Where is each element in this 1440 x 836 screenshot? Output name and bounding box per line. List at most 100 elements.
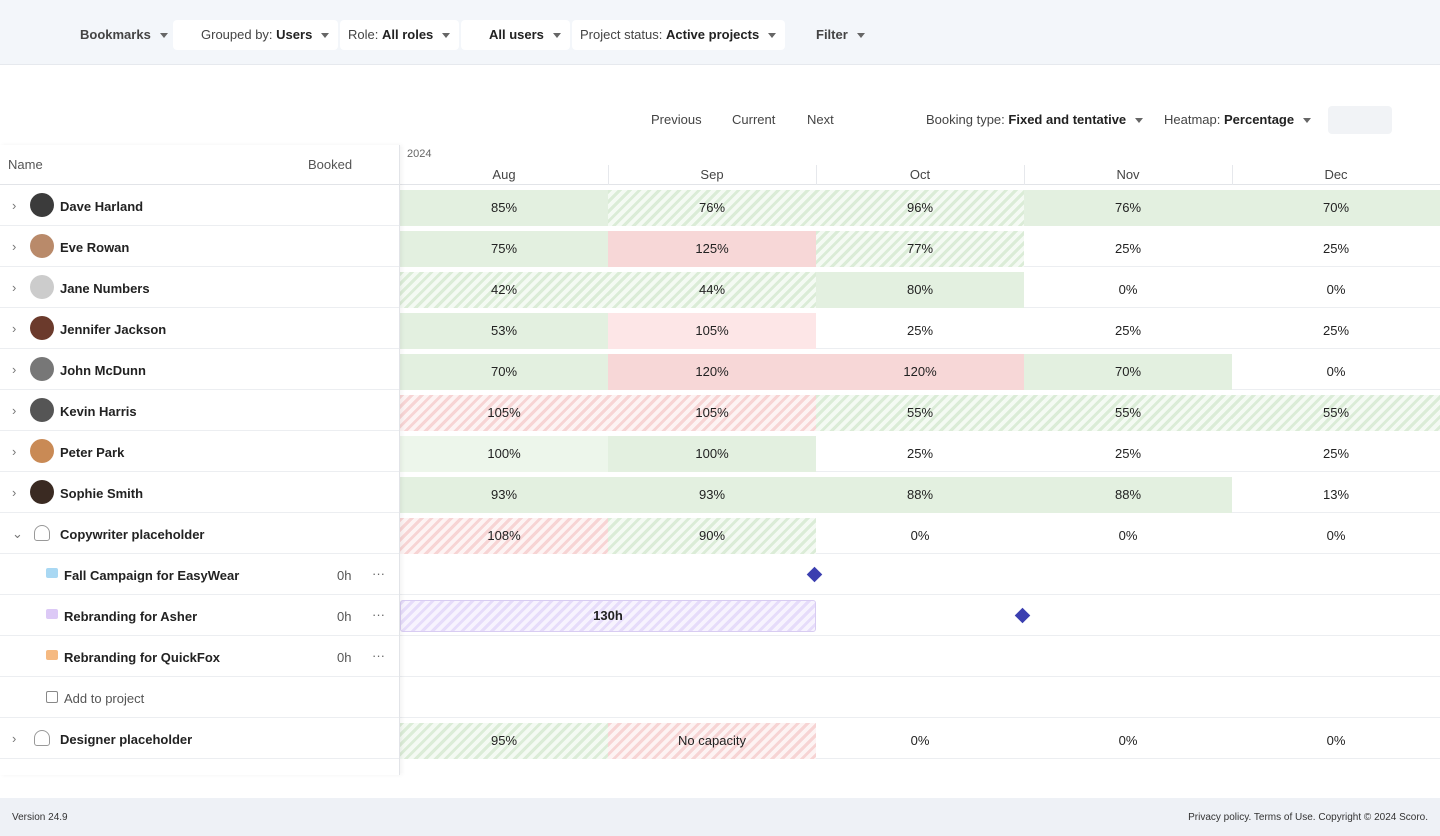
row-name[interactable]: Designer placeholder (60, 732, 193, 747)
heat-cell: 44% (608, 272, 816, 308)
heat-cell: 88% (816, 477, 1024, 513)
row-name[interactable]: Dave Harland (60, 199, 144, 214)
heat-cell: 0% (1326, 528, 1346, 543)
heat-cell: 80% (816, 272, 1024, 308)
heat-cell: 120% (816, 354, 1024, 390)
heat-cell: 70% (1232, 190, 1440, 226)
row-name[interactable]: Peter Park (60, 445, 125, 460)
heat-cell: 25% (906, 323, 934, 338)
heat-cell: 93% (400, 477, 608, 513)
header-year: 2024 (407, 148, 432, 160)
project-menu[interactable]: ··· (372, 648, 385, 663)
filter[interactable]: Project status: Active projects (572, 20, 786, 50)
heat-cell: 100% (608, 436, 816, 472)
expand-chevron[interactable]: ⌄ (12, 526, 23, 541)
heat-cell: 105% (400, 395, 608, 431)
heat-cell: 25% (906, 446, 934, 461)
option[interactable]: Heatmap: Percentage (1156, 105, 1321, 135)
row-name[interactable]: Copywriter placeholder (60, 527, 205, 542)
option-value: Fixed and tentative (1008, 112, 1127, 127)
filter[interactable]: Bookmarks (52, 20, 177, 50)
filter[interactable]: Grouped by: Users (173, 20, 339, 50)
option-label: Booking type: (926, 112, 1005, 127)
expand-chevron[interactable]: › (12, 321, 17, 336)
row (0, 595, 1440, 636)
heat-cell: 53% (400, 313, 608, 349)
heat-cell: 76% (1024, 190, 1232, 226)
project-booked: 0h (337, 609, 352, 624)
row-name[interactable]: John McDunn (60, 363, 146, 378)
heat-cell: 100% (400, 436, 608, 472)
option[interactable]: Booking type: Fixed and tentative (918, 105, 1153, 135)
heat-cell: 120% (608, 354, 816, 390)
expand-chevron[interactable]: › (12, 403, 17, 418)
expand-chevron[interactable]: › (12, 280, 17, 295)
project-name[interactable]: Fall Campaign for EasyWear (64, 568, 240, 583)
project-booked: 0h (337, 568, 352, 583)
expand-chevron[interactable]: › (12, 444, 17, 459)
filter-label: Role: (348, 27, 379, 42)
heat-cell: 76% (608, 190, 816, 226)
nav-current[interactable]: Current (732, 112, 776, 127)
heat-cell: 55% (816, 395, 1024, 431)
heat-cell: 105% (608, 395, 816, 431)
filter-label: Bookmarks (80, 27, 151, 42)
filter[interactable]: All users (461, 20, 570, 50)
filter-value: Active projects (666, 27, 760, 42)
expand-chevron[interactable]: › (12, 239, 17, 254)
avatar (30, 439, 54, 463)
project-name[interactable]: Rebranding for QuickFox (64, 650, 221, 665)
row (0, 636, 1440, 677)
nav-previous[interactable]: Previous (651, 112, 702, 127)
heat-cell: 0% (1326, 282, 1346, 297)
month-header: Dec (1324, 167, 1348, 182)
row (0, 677, 1440, 718)
expand-chevron[interactable]: › (12, 731, 17, 746)
row-name[interactable]: Eve Rowan (60, 240, 130, 255)
heat-cell: 96% (816, 190, 1024, 226)
month-divider (608, 165, 609, 185)
expand-chevron[interactable]: › (12, 362, 17, 377)
heat-cell: 70% (400, 354, 608, 390)
heat-cell: 25% (1114, 446, 1142, 461)
heat-cell: 42% (400, 272, 608, 308)
expand-chevron[interactable]: › (12, 198, 17, 213)
row (0, 554, 1440, 595)
avatar (30, 357, 54, 381)
expand-chevron[interactable]: › (12, 485, 17, 500)
heat-cell: 55% (1024, 395, 1232, 431)
heat-cell: 125% (608, 231, 816, 267)
heat-cell: 108% (400, 518, 608, 554)
heat-cell: 88% (1024, 477, 1232, 513)
heat-cell: 105% (608, 313, 816, 349)
nav-next[interactable]: Next (807, 112, 834, 127)
row-name[interactable]: Sophie Smith (60, 486, 144, 501)
month-header: Oct (909, 167, 931, 182)
footer-legal[interactable]: Privacy policy. Terms of Use. Copyright … (1188, 812, 1428, 823)
row-name[interactable]: Kevin Harris (60, 404, 137, 419)
heat-cell: 75% (400, 231, 608, 267)
filter[interactable]: Filter (788, 20, 874, 50)
month-header: Aug (492, 167, 516, 182)
add-project[interactable]: Add to project (64, 691, 145, 706)
row-name[interactable]: Jennifer Jackson (60, 322, 167, 337)
row-name[interactable]: Jane Numbers (60, 281, 150, 296)
filter[interactable]: Role: All roles (340, 20, 460, 50)
project-icon (46, 568, 58, 578)
heat-cell: 93% (608, 477, 816, 513)
filter-label: Grouped by: (201, 27, 273, 42)
heat-cell: 0% (1326, 733, 1346, 748)
project-menu[interactable]: ··· (372, 607, 385, 622)
project-menu[interactable]: ··· (372, 566, 385, 581)
heat-cell: 0% (1118, 282, 1138, 297)
filter-value: All users (489, 27, 544, 42)
month-divider (816, 165, 817, 185)
heat-cell: 90% (608, 518, 816, 554)
heat-cell: 77% (816, 231, 1024, 267)
avatar (30, 234, 54, 258)
month-divider (1024, 165, 1025, 185)
heat-cell: 25% (1114, 241, 1142, 256)
project-name[interactable]: Rebranding for Asher (64, 609, 198, 624)
zoom-buttons[interactable] (1328, 106, 1392, 134)
